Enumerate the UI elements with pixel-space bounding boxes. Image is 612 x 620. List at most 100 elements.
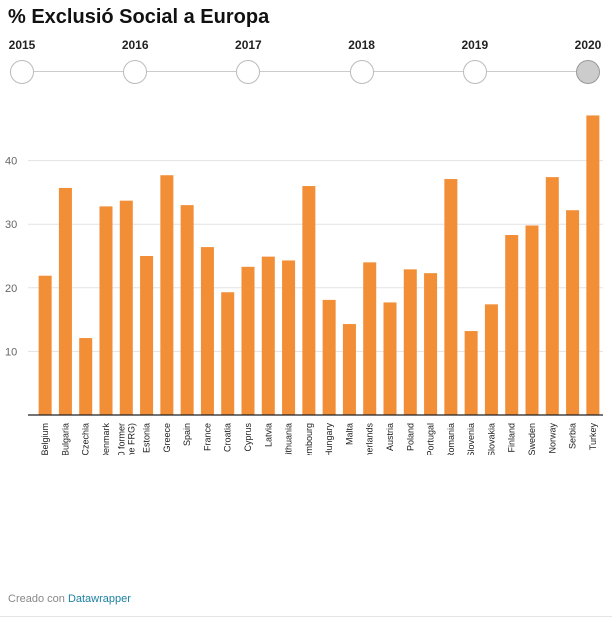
x-category-label-line: Belgium	[40, 423, 50, 455]
x-category-label-line: Estonia	[142, 423, 152, 453]
x-category-label-line: Germany (until 1990 former	[116, 423, 126, 455]
timeline-step-2020[interactable]: 2020	[558, 38, 612, 84]
x-category-label: Norway	[547, 423, 557, 454]
bar-slovakia[interactable]	[484, 304, 498, 415]
x-category-label-line: Luxembourg	[304, 423, 314, 455]
bar-turkey[interactable]	[586, 115, 600, 415]
x-category-label: Croatia	[223, 423, 233, 452]
x-category-label-line: Finland	[507, 423, 517, 453]
x-category-label: Netherlands	[365, 423, 375, 455]
x-category-label: Turkey	[588, 423, 598, 451]
x-category-label: Serbia	[568, 423, 578, 449]
x-category-label: Estonia	[142, 423, 152, 453]
x-category-label-line: territory of the FRG)	[126, 423, 136, 455]
x-category-label-line: Poland	[405, 423, 415, 451]
bar-romania[interactable]	[444, 179, 458, 415]
x-category-label: Lithuania	[284, 423, 294, 455]
bar-bulgaria[interactable]	[58, 187, 72, 415]
bar-latvia[interactable]	[261, 256, 275, 415]
bar-luxembourg[interactable]	[302, 186, 316, 415]
bar-spain[interactable]	[180, 205, 194, 415]
footer-credit: Creado con Datawrapper	[8, 593, 131, 605]
x-category-label-line: Portugal	[426, 423, 436, 455]
bar-croatia[interactable]	[221, 292, 235, 415]
x-category-label: Belgium	[40, 423, 50, 455]
bar-austria[interactable]	[383, 302, 397, 415]
bar-poland[interactable]	[403, 269, 417, 415]
x-category-label: Germany (until 1990 formerterritory of t…	[116, 423, 136, 455]
x-category-label: Finland	[507, 423, 517, 453]
x-category-label: Czechia	[81, 423, 91, 455]
x-category-label-line: Bulgaria	[60, 423, 70, 455]
footer-prefix: Creado con	[8, 593, 65, 605]
timeline-dot[interactable]	[349, 60, 374, 84]
bar-netherlands[interactable]	[363, 262, 377, 415]
x-category-label: Romania	[446, 423, 456, 455]
x-category-label: Sweden	[527, 423, 537, 455]
y-tick-label: 30	[5, 219, 17, 231]
x-category-label: Poland	[405, 423, 415, 451]
x-category-label: Portugal	[426, 423, 436, 455]
x-category-label-line: Sweden	[527, 423, 537, 455]
timeline-step-2015[interactable]: 2015	[0, 38, 52, 84]
x-category-label: Slovakia	[486, 423, 496, 455]
x-category-label-line: Austria	[385, 423, 395, 451]
timeline-dot[interactable]	[236, 60, 261, 84]
bar-malta[interactable]	[342, 324, 356, 415]
timeline-step-2019[interactable]: 2019	[445, 38, 505, 84]
x-category-label-line: Slovenia	[466, 423, 476, 455]
timeline-dot[interactable]	[576, 60, 600, 84]
bar-estonia[interactable]	[140, 256, 154, 415]
timeline-step-2016[interactable]: 2016	[105, 38, 165, 84]
x-category-label-line: Denmark	[101, 423, 111, 455]
timeline-year-label: 2019	[461, 38, 489, 52]
bar-finland[interactable]	[505, 235, 519, 415]
bar-lithuania[interactable]	[282, 260, 296, 415]
y-tick-label: 20	[5, 283, 17, 295]
bar-greece[interactable]	[160, 175, 174, 415]
bar-cyprus[interactable]	[241, 266, 255, 415]
x-category-label-line: Latvia	[263, 423, 273, 447]
timeline-step-2017[interactable]: 2017	[218, 38, 278, 84]
bar-sweden[interactable]	[525, 225, 539, 415]
x-category-label-line: Turkey	[588, 423, 598, 451]
x-category-label-line: Serbia	[568, 423, 578, 449]
x-category-label: Cyprus	[243, 423, 253, 452]
bar-serbia[interactable]	[566, 210, 580, 415]
chart-title: % Exclusió Social a Europa	[8, 6, 270, 28]
timeline-year-label: 2018	[348, 38, 375, 52]
x-category-label: Bulgaria	[60, 423, 70, 455]
timeline-step-2018[interactable]: 2018	[332, 38, 392, 84]
year-timeline: 2015 2016 2017 2018 2019 2020	[0, 38, 612, 90]
timeline-year-label: 2016	[121, 38, 149, 52]
x-category-label-line: Spain	[182, 423, 192, 446]
bar-portugal[interactable]	[424, 273, 438, 415]
x-category-label: Austria	[385, 423, 395, 451]
timeline-dot[interactable]	[462, 60, 487, 84]
datawrapper-link[interactable]: Datawrapper	[67, 593, 131, 605]
y-tick-label: 40	[5, 156, 17, 168]
bar-belgium[interactable]	[38, 275, 52, 415]
x-category-label: Greece	[162, 423, 172, 453]
bar-norway[interactable]	[545, 177, 559, 415]
timeline-dot[interactable]	[123, 60, 148, 84]
x-category-label-line: Cyprus	[243, 423, 253, 452]
bar-denmark[interactable]	[99, 206, 113, 415]
timeline-year-label: 2015	[8, 38, 36, 52]
timeline-year-label: 2020	[574, 38, 602, 52]
x-category-label-line: Greece	[162, 423, 172, 453]
x-category-label: Latvia	[263, 423, 273, 447]
x-category-label-line: Netherlands	[365, 423, 375, 455]
bar-slovenia[interactable]	[464, 331, 478, 415]
x-category-label-line: Romania	[446, 423, 456, 455]
x-category-label-line: Lithuania	[284, 423, 294, 455]
x-category-label: France	[202, 423, 212, 451]
bar-hungary[interactable]	[322, 299, 336, 415]
bar-germany-until-1990-former-territory-of-the-frg[interactable]	[119, 200, 133, 415]
x-category-label-line: Malta	[344, 423, 354, 445]
timeline-dot[interactable]	[10, 60, 34, 84]
x-category-label-line: Croatia	[223, 423, 233, 452]
x-category-label: Malta	[344, 423, 354, 445]
bar-czechia[interactable]	[79, 338, 93, 415]
bar-france[interactable]	[200, 247, 214, 415]
